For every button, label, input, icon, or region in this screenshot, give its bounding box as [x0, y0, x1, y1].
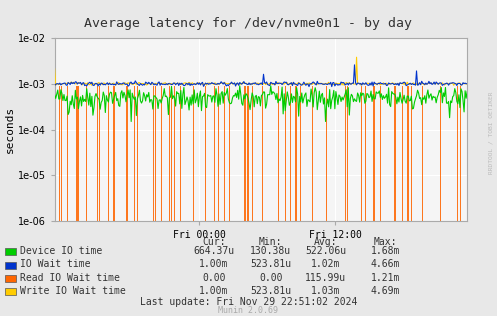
Text: Max:: Max:: [373, 237, 397, 247]
Text: Average latency for /dev/nvme0n1 - by day: Average latency for /dev/nvme0n1 - by da…: [84, 17, 413, 30]
Text: Device IO time: Device IO time: [20, 246, 102, 256]
Text: IO Wait time: IO Wait time: [20, 259, 90, 270]
Text: 1.03m: 1.03m: [311, 286, 340, 296]
Text: Write IO Wait time: Write IO Wait time: [20, 286, 126, 296]
Text: 4.66m: 4.66m: [370, 259, 400, 270]
Text: Read IO Wait time: Read IO Wait time: [20, 273, 120, 283]
Text: 4.69m: 4.69m: [370, 286, 400, 296]
Text: 130.38u: 130.38u: [250, 246, 291, 256]
Text: 0.00: 0.00: [202, 273, 226, 283]
Text: Min:: Min:: [259, 237, 283, 247]
Text: 1.00m: 1.00m: [199, 259, 229, 270]
Text: 523.81u: 523.81u: [250, 259, 291, 270]
Text: 1.00m: 1.00m: [199, 286, 229, 296]
Text: 1.68m: 1.68m: [370, 246, 400, 256]
Text: Last update: Fri Nov 29 22:51:02 2024: Last update: Fri Nov 29 22:51:02 2024: [140, 297, 357, 307]
Text: 664.37u: 664.37u: [193, 246, 234, 256]
Text: Cur:: Cur:: [202, 237, 226, 247]
Text: RRDTOOL / TOBI OETIKER: RRDTOOL / TOBI OETIKER: [489, 91, 494, 174]
Text: 115.99u: 115.99u: [305, 273, 346, 283]
Text: 1.21m: 1.21m: [370, 273, 400, 283]
Text: 1.02m: 1.02m: [311, 259, 340, 270]
Text: Munin 2.0.69: Munin 2.0.69: [219, 307, 278, 315]
Text: Avg:: Avg:: [314, 237, 337, 247]
Text: 523.81u: 523.81u: [250, 286, 291, 296]
Text: 0.00: 0.00: [259, 273, 283, 283]
Text: 522.06u: 522.06u: [305, 246, 346, 256]
Y-axis label: seconds: seconds: [5, 106, 15, 153]
